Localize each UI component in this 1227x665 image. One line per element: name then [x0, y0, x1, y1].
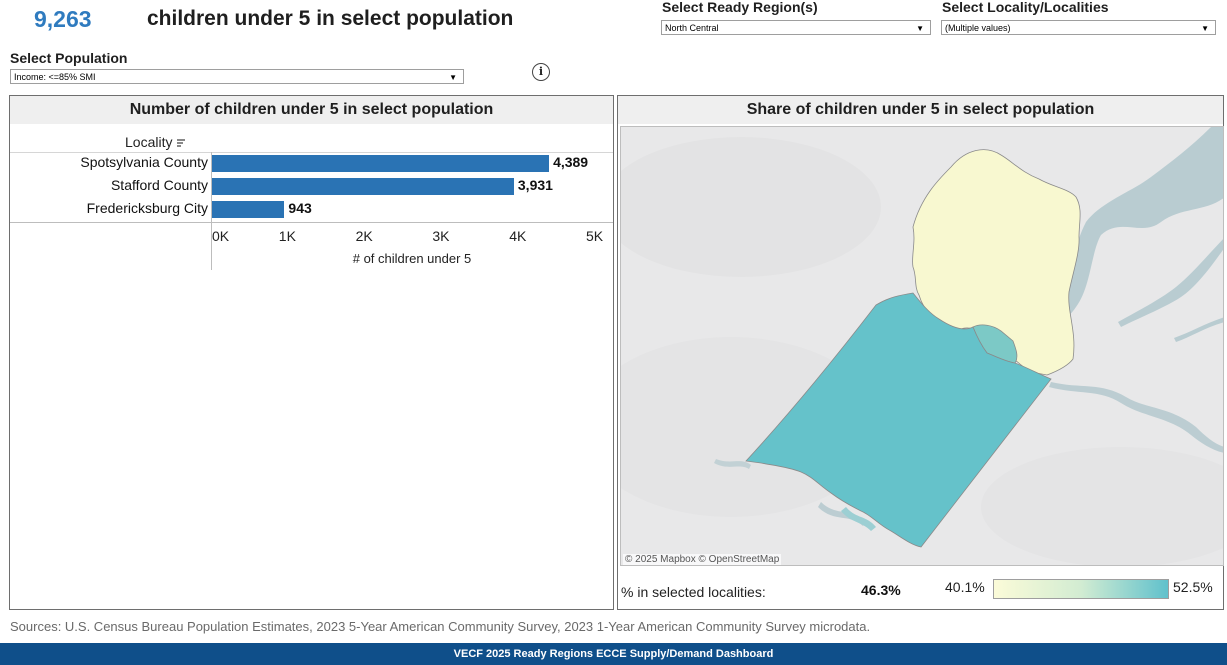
info-icon[interactable]: i	[532, 63, 550, 81]
x-tick-label: 5K	[586, 228, 604, 244]
region-dropdown[interactable]: North Central ▼	[661, 20, 931, 35]
locality-filter-label: Select Locality/Localities	[942, 0, 1109, 15]
x-tick-label: 3K	[432, 228, 450, 244]
bar-spotsylvania-county[interactable]	[212, 155, 550, 172]
spotsylvania-county-region[interactable]	[745, 292, 1052, 548]
map-svg	[621, 127, 1223, 565]
legend-min-label: 40.1%	[945, 579, 985, 595]
summary-label: % in selected localities:	[621, 584, 766, 600]
row-label-spotsylvania-county: Spotsylvania County	[80, 154, 208, 170]
legend-max-label: 52.5%	[1173, 579, 1213, 595]
chevron-down-icon: ▼	[916, 24, 924, 33]
bar-stafford-county[interactable]	[212, 178, 514, 195]
row-label-stafford-county: Stafford County	[110, 177, 208, 193]
population-dropdown-value: Income: <=85% SMI	[14, 72, 96, 82]
river-branch	[1118, 239, 1223, 327]
chevron-down-icon: ▼	[449, 73, 457, 82]
choropleth-map[interactable]: © 2025 Mapbox © OpenStreetMap	[620, 126, 1224, 566]
bar-value-spotsylvania-county: 4,389	[553, 154, 589, 170]
stafford-county-region[interactable]	[912, 149, 1081, 376]
region-dropdown-value: North Central	[665, 23, 719, 33]
potomac-river	[1023, 127, 1223, 349]
x-tick-label: 0K	[212, 228, 230, 244]
bar-value-fredericksburg-city: 943	[288, 200, 312, 216]
bar-chart-panel: Number of children under 5 in select pop…	[9, 95, 614, 610]
bar-value-stafford-county: 3,931	[517, 177, 553, 193]
map-title: Share of children under 5 in select popu…	[618, 96, 1223, 124]
locality-dropdown-value: (Multiple values)	[945, 23, 1011, 33]
creek	[1174, 317, 1223, 342]
population-dropdown[interactable]: Income: <=85% SMI ▼	[10, 69, 464, 84]
locality-header-label: Locality	[125, 134, 173, 150]
x-tick-label: 2K	[355, 228, 373, 244]
row-label-fredericksburg-city: Fredericksburg City	[86, 200, 208, 216]
total-caption: children under 5 in select population	[147, 7, 514, 30]
population-filter-label: Select Population	[10, 50, 128, 66]
locality-column-header[interactable]: Locality	[125, 134, 186, 150]
sort-icon[interactable]	[176, 138, 186, 148]
rows-bottom-border	[10, 222, 613, 223]
x-tick-label: 4K	[509, 228, 527, 244]
rappahannock-river	[1049, 382, 1223, 453]
y-axis-line	[211, 152, 212, 270]
x-tick-label: 1K	[278, 228, 296, 244]
dashboard-footer: VECF 2025 Ready Regions ECCE Supply/Dema…	[0, 643, 1227, 665]
summary-value: 46.3%	[861, 582, 901, 598]
color-legend-ramp	[993, 579, 1169, 599]
lake-anna-inlet	[841, 507, 876, 531]
lake	[714, 459, 751, 469]
rows-top-border	[10, 152, 613, 153]
total-count: 9,263	[34, 6, 92, 32]
bar-fredericksburg-city[interactable]	[212, 201, 285, 218]
x-axis-title: # of children under 5	[352, 251, 472, 266]
map-attribution[interactable]: © 2025 Mapbox © OpenStreetMap	[623, 554, 782, 565]
sources-note: Sources: U.S. Census Bureau Population E…	[10, 619, 871, 634]
chevron-down-icon: ▼	[1201, 24, 1209, 33]
locality-dropdown[interactable]: (Multiple values) ▼	[941, 20, 1216, 35]
bar-chart-title: Number of children under 5 in select pop…	[10, 96, 613, 124]
region-filter-label: Select Ready Region(s)	[662, 0, 818, 15]
